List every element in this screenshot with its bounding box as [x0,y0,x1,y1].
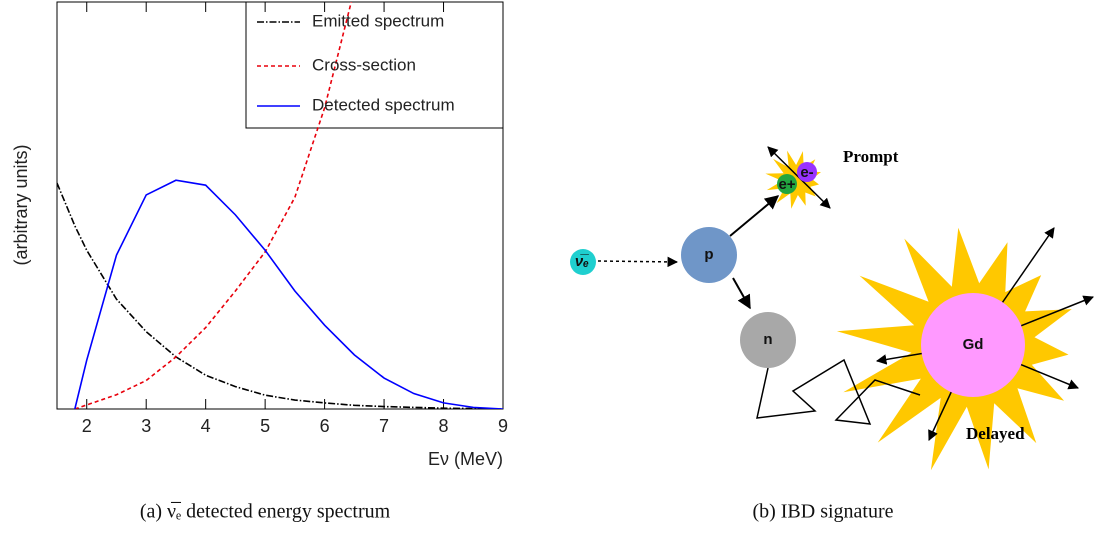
arrow [732,277,751,310]
legend-box [245,1,504,129]
proton [681,227,737,283]
arrow [597,256,679,268]
series-line [74,2,353,409]
label: Prompt [843,147,899,166]
electron [797,162,817,182]
node-label: e- [800,164,813,181]
legend-label: Detected spectrum [312,95,455,114]
node-label: p [704,246,713,263]
label: Delayed [966,424,1025,443]
legend-label: Cross-section [312,55,416,74]
series-line [57,182,503,409]
chart: (arbitrary units) Eν (MeV) 2 3 4 5 6 7 8 9 Emitt… [11,1,508,469]
gadolinium [921,293,1025,397]
series-line [74,179,503,409]
node-label: Gd [963,336,984,353]
neutron [740,312,796,368]
legend-label: Emitted spectrum [312,11,444,30]
x-tick-label: 3 [141,416,151,436]
x-tick-label: 6 [320,416,330,436]
x-tick-label: 2 [82,416,92,436]
x-tick-label: 7 [379,416,389,436]
node-label: ν̅ₑ [575,253,589,270]
neutron-path [756,358,921,425]
node-label: n [763,331,772,348]
x-tick-label: 9 [498,416,508,436]
x-tick-label: 5 [260,416,270,436]
caption: (a) ν̅ₑ detected energy spectrum [140,501,391,523]
y-axis-label: (arbitrary units) [11,144,31,265]
arrow [729,195,780,237]
x-tick-label: 8 [439,416,449,436]
x-axis-label: Eν (MeV) [428,449,503,469]
positron [777,174,797,194]
neutrino [570,249,596,275]
diagram: ν̅ₑ p n Gd e+ e- Prompt Delayed [570,146,1094,471]
caption: (b) IBD signature [752,501,893,523]
x-tick-label: 4 [201,416,211,436]
node-label: e+ [778,176,795,193]
